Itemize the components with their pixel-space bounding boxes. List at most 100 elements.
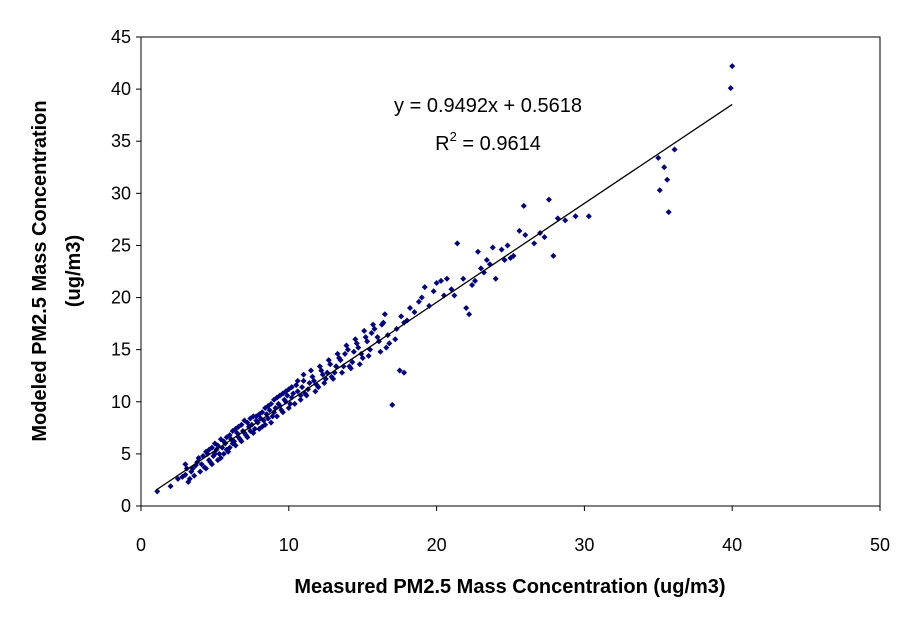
- data-point: [276, 392, 283, 399]
- data-point: [316, 363, 323, 370]
- data-point: [281, 396, 288, 403]
- data-point: [489, 244, 496, 251]
- data-point: [466, 311, 473, 318]
- x-axis-ticks: 0 10 20 30 40 50: [136, 506, 890, 555]
- r-squared-label: R2 = 0.9614: [435, 129, 541, 155]
- data-point: [303, 392, 310, 399]
- data-point: [352, 336, 359, 343]
- data-point: [334, 350, 341, 357]
- data-point: [370, 321, 377, 328]
- data-point: [269, 413, 276, 420]
- data-point: [504, 242, 511, 249]
- data-point: [562, 217, 569, 224]
- data-point: [460, 275, 467, 282]
- data-point: [306, 380, 313, 387]
- x-tick-label: 50: [870, 535, 890, 555]
- data-point: [188, 468, 195, 475]
- y-tick-label: 25: [111, 235, 131, 255]
- data-point: [392, 336, 399, 343]
- data-point: [307, 367, 314, 374]
- data-point: [474, 248, 481, 255]
- y-tick-label: 40: [111, 79, 131, 99]
- y-tick-label: 30: [111, 183, 131, 203]
- data-point: [507, 254, 514, 261]
- data-point: [195, 455, 202, 462]
- data-point: [361, 327, 368, 334]
- data-point: [378, 321, 385, 328]
- data-point: [383, 344, 390, 351]
- data-point: [223, 434, 230, 441]
- data-point: [522, 232, 529, 239]
- data-point: [167, 483, 174, 490]
- data-point: [253, 413, 260, 420]
- data-point: [421, 284, 428, 291]
- data-point: [430, 288, 437, 295]
- data-point: [174, 475, 181, 482]
- data-point: [271, 396, 278, 403]
- data-point: [469, 282, 476, 289]
- data-point: [451, 292, 458, 299]
- data-point: [656, 187, 663, 194]
- data-point: [297, 396, 304, 403]
- trendline: [155, 103, 733, 491]
- data-point: [244, 434, 251, 441]
- x-tick-label: 40: [722, 535, 742, 555]
- data-point: [516, 227, 523, 234]
- data-point: [443, 275, 450, 282]
- data-point: [398, 313, 405, 320]
- data-point: [401, 369, 408, 376]
- data-point: [661, 164, 668, 171]
- data-point: [256, 425, 263, 432]
- data-point: [664, 176, 671, 183]
- trendline-equation: y = 0.9492x + 0.5618: [394, 95, 582, 117]
- data-point: [268, 419, 275, 426]
- data-point: [343, 342, 350, 349]
- data-point: [438, 277, 445, 284]
- data-point: [321, 380, 328, 387]
- data-point: [208, 461, 215, 468]
- data-point: [210, 452, 217, 459]
- data-point: [179, 473, 186, 480]
- data-point: [389, 401, 396, 408]
- data-point: [229, 427, 236, 434]
- data-point: [729, 63, 736, 70]
- data-point: [727, 85, 734, 92]
- data-point: [291, 400, 298, 407]
- data-point: [368, 329, 375, 336]
- data-point: [356, 361, 363, 368]
- data-point: [520, 202, 527, 209]
- data-point: [454, 240, 461, 247]
- plot-area: [140, 36, 881, 507]
- data-point: [262, 421, 269, 428]
- data-point: [250, 430, 257, 437]
- data-point: [191, 472, 198, 479]
- data-point: [226, 444, 233, 451]
- data-point: [396, 367, 403, 374]
- data-point: [498, 246, 505, 253]
- data-point: [415, 298, 422, 305]
- data-point: [365, 352, 372, 359]
- data-point: [288, 384, 295, 391]
- data-point: [265, 402, 272, 409]
- x-tick-label: 10: [279, 535, 299, 555]
- data-point: [665, 209, 672, 216]
- data-point: [310, 377, 317, 384]
- data-point: [418, 294, 425, 301]
- data-point: [217, 436, 224, 443]
- data-point: [350, 348, 357, 355]
- x-axis-title: Measured PM2.5 Mass Concentration (ug/m3…: [294, 576, 725, 598]
- data-point: [355, 344, 362, 351]
- data-point: [214, 457, 221, 464]
- data-point: [216, 450, 223, 457]
- data-point: [241, 417, 248, 424]
- data-point: [349, 359, 356, 366]
- data-point: [259, 409, 266, 416]
- data-point: [294, 377, 301, 384]
- data-point: [463, 304, 470, 311]
- y-tick-label: 5: [121, 444, 131, 464]
- data-point: [531, 240, 538, 247]
- data-point: [330, 375, 337, 382]
- data-point: [483, 257, 490, 264]
- data-point: [299, 384, 306, 391]
